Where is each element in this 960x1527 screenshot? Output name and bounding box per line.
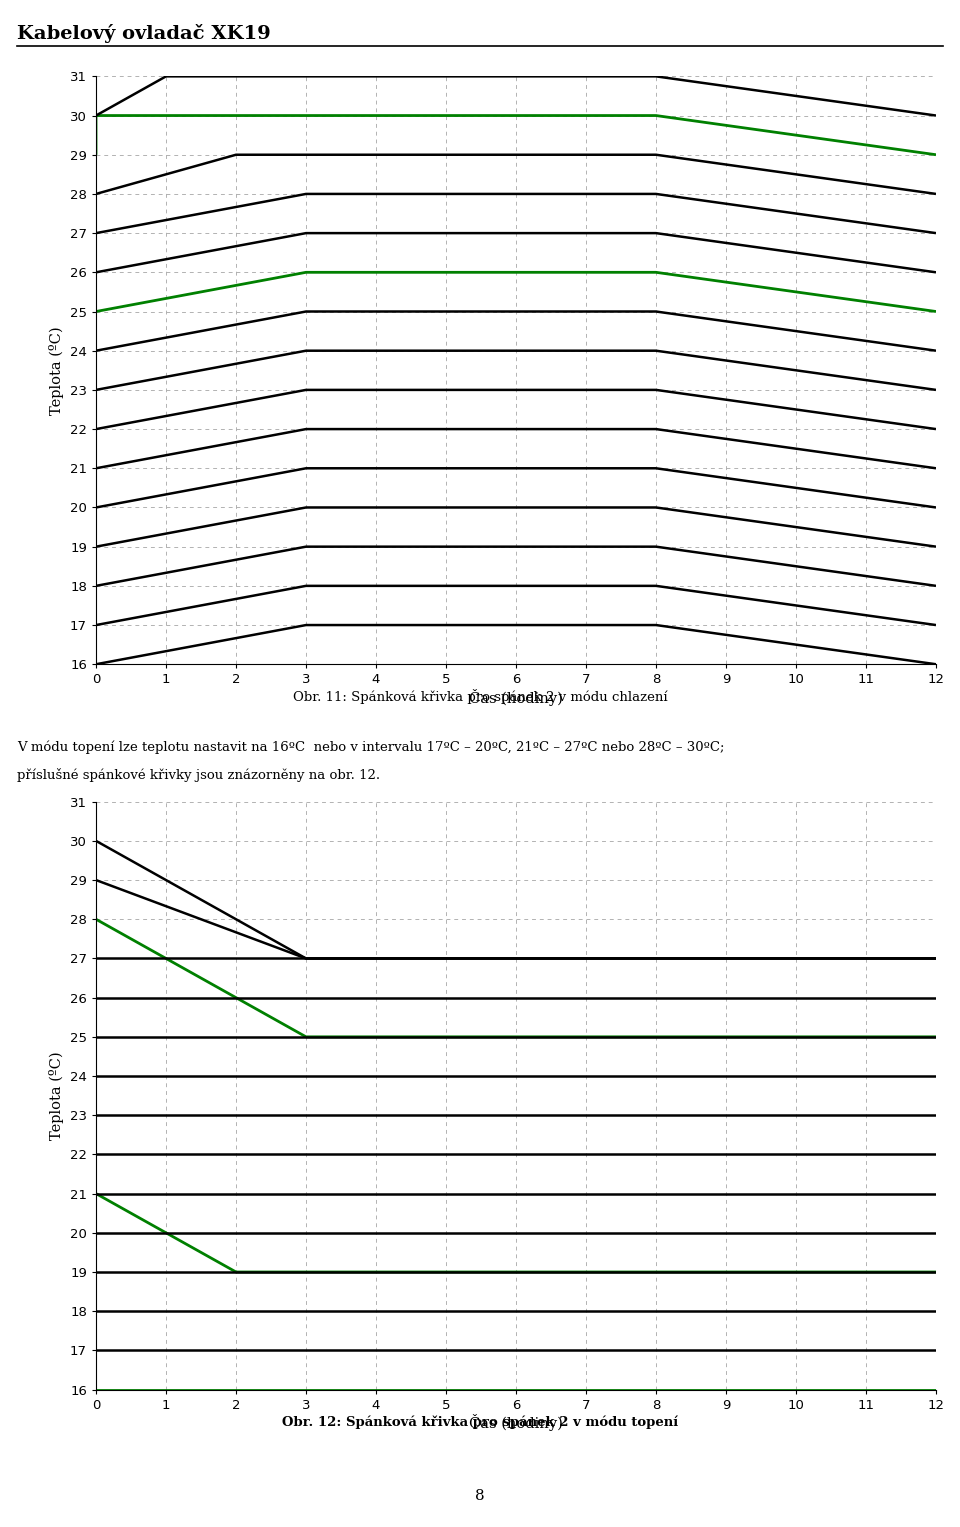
Text: 8: 8 (475, 1489, 485, 1503)
Text: V módu topení lze teplotu nastavit na 16ºC  nebo v intervalu 17ºC – 20ºC, 21ºC –: V módu topení lze teplotu nastavit na 16… (17, 741, 725, 754)
Text: Kabelový ovladač XK19: Kabelový ovladač XK19 (17, 24, 271, 43)
X-axis label: Čas (hodiny): Čas (hodiny) (469, 689, 563, 705)
X-axis label: Čas (hodiny): Čas (hodiny) (469, 1414, 563, 1431)
Text: Obr. 12: Spánková křivka pro spánek 2 v módu topení: Obr. 12: Spánková křivka pro spánek 2 v … (282, 1416, 678, 1429)
Y-axis label: Teplota (ºC): Teplota (ºC) (49, 325, 64, 415)
Text: příslušné spánkové křivky jsou znázorněny na obr. 12.: příslušné spánkové křivky jsou znázorněn… (17, 768, 380, 782)
Text: Obr. 11: Spánková křivka pro spánek 2 v módu chlazení: Obr. 11: Spánková křivka pro spánek 2 v … (293, 690, 667, 704)
Y-axis label: Teplota (ºC): Teplota (ºC) (49, 1051, 64, 1141)
